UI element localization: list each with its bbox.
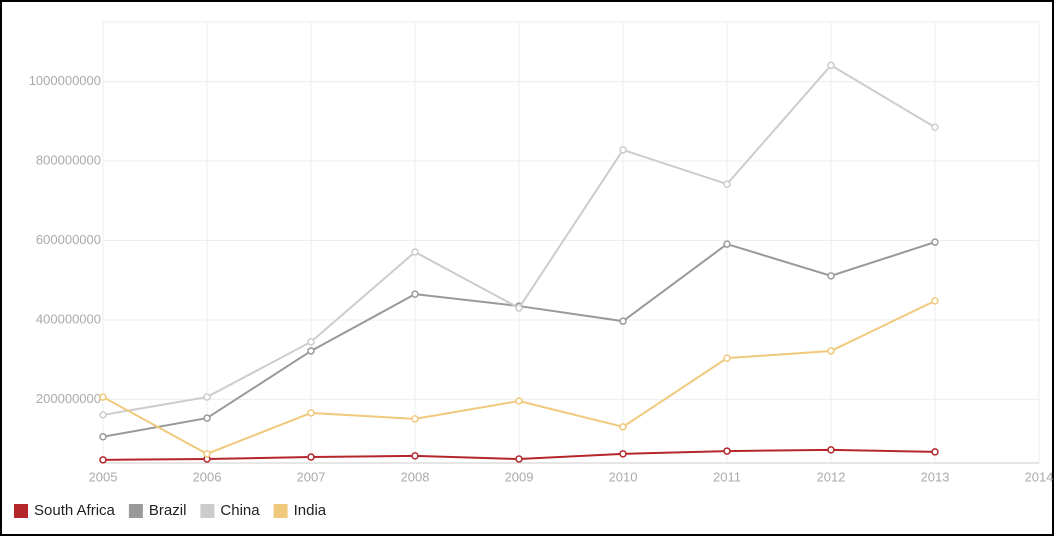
data-point <box>99 411 107 419</box>
x-tick-label: 2008 <box>401 469 430 484</box>
legend-swatch <box>273 504 288 518</box>
data-point <box>931 297 939 305</box>
data-point <box>619 450 627 458</box>
data-point <box>203 393 211 401</box>
data-point <box>307 338 315 346</box>
data-point <box>203 414 211 422</box>
x-tick-label: 2006 <box>193 469 222 484</box>
data-point <box>931 123 939 132</box>
data-point <box>827 61 835 70</box>
data-point <box>619 423 627 431</box>
data-point <box>515 397 523 405</box>
data-point <box>411 248 419 256</box>
x-tick-label: 2007 <box>297 469 326 484</box>
data-point <box>827 272 835 280</box>
data-point <box>723 180 731 188</box>
data-point <box>411 415 419 423</box>
data-point <box>515 304 523 312</box>
x-tick-label: 2012 <box>817 469 846 484</box>
x-tick-label: 2005 <box>89 469 118 484</box>
legend-label: South Africa <box>34 502 116 519</box>
data-point <box>827 347 835 355</box>
x-tick-label: 2010 <box>609 469 638 484</box>
legend-swatch <box>14 504 28 518</box>
data-point <box>723 354 731 362</box>
data-point <box>307 347 315 355</box>
legend-swatch <box>128 504 143 518</box>
data-point <box>723 447 731 455</box>
data-point <box>203 450 211 458</box>
y-tick-label: 1000000000 <box>29 73 101 88</box>
x-tick-label: 2011 <box>713 469 741 484</box>
y-tick-label: 800000000 <box>36 152 101 167</box>
data-point <box>99 456 107 464</box>
x-tick-label: 2009 <box>505 469 534 484</box>
data-point <box>99 433 107 441</box>
data-point <box>931 448 939 456</box>
legend-label: India <box>294 502 327 519</box>
data-point <box>723 240 731 248</box>
y-tick-label: 600000000 <box>36 232 101 247</box>
legend-swatch <box>200 504 215 518</box>
data-point <box>619 317 627 325</box>
data-point <box>827 446 835 454</box>
data-point <box>515 455 523 463</box>
legend-label: China <box>220 502 260 519</box>
y-tick-label: 200000000 <box>36 391 101 406</box>
data-point <box>99 393 107 401</box>
data-point <box>411 452 419 460</box>
data-point <box>307 409 315 417</box>
data-point <box>619 146 627 154</box>
data-point <box>411 290 419 298</box>
legend-label: Brazil <box>149 502 187 519</box>
x-tick-label: 2013 <box>921 469 950 484</box>
y-tick-label: 400000000 <box>36 311 101 326</box>
data-point <box>931 238 939 246</box>
data-point <box>307 453 315 461</box>
x-tick-label: 2014 <box>1025 469 1054 484</box>
